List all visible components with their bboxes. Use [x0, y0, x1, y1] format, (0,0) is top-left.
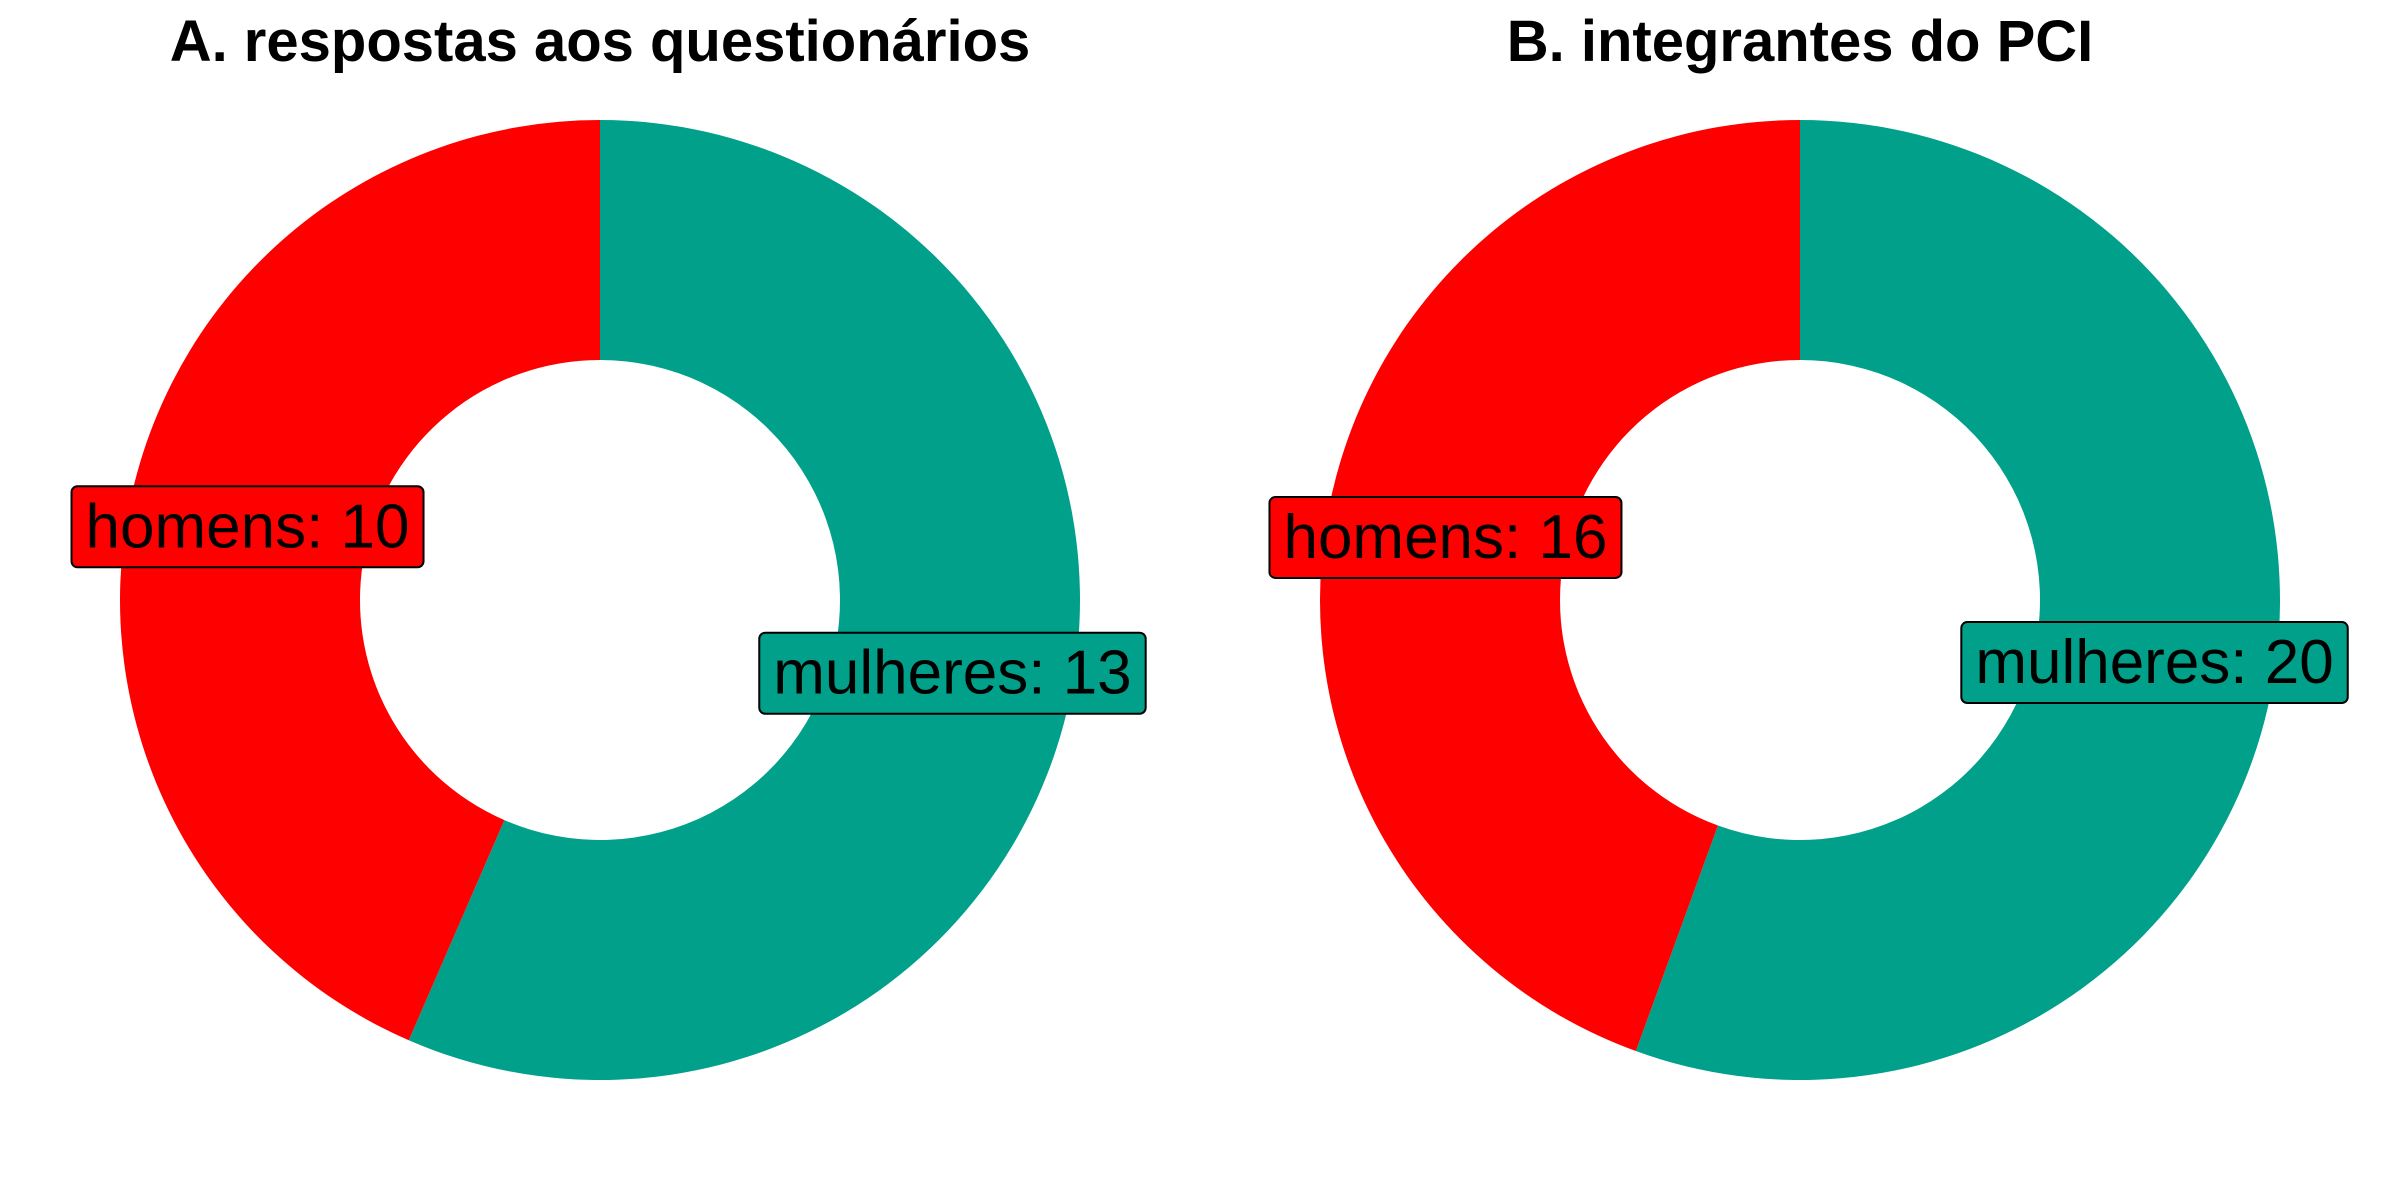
slice-label-text-mulheres: mulheres: 20 — [1975, 628, 2333, 697]
chart-panel-a: A. respostas aos questionários mulheres:… — [70, 9, 1147, 1080]
donut-slice-mulheres — [408, 120, 1080, 1080]
slice-label-box-mulheres — [1960, 621, 2349, 705]
donut-slice-homens — [1319, 120, 1800, 1052]
slice-label-box-homens — [70, 485, 425, 569]
chart-panel-b: B. integrantes do PCI mulheres: 20 homens… — [1200, 0, 2400, 1200]
slice-label-homens: homens: 16 — [1268, 495, 1623, 579]
donut-slice-mulheres — [1635, 120, 2280, 1080]
donut-chart-b: mulheres: 20 homens: 16 — [1268, 120, 2349, 1080]
slice-label-mulheres: mulheres: 13 — [758, 631, 1147, 715]
chart-title-b: B. integrantes do PCI — [1506, 9, 2094, 74]
slice-label-mulheres: mulheres: 20 — [1960, 621, 2349, 705]
donut-slice-homens — [119, 120, 600, 1041]
chart-title-a: A. respostas aos questionários — [169, 9, 1031, 74]
slice-label-text-homens: homens: 10 — [86, 492, 410, 561]
slice-label-text-homens: homens: 16 — [1283, 503, 1607, 572]
slice-label-homens: homens: 10 — [70, 485, 425, 569]
donut-chart-a: mulheres: 13 homens: 10 — [70, 120, 1147, 1080]
slice-label-text-mulheres: mulheres: 13 — [773, 639, 1131, 708]
slice-label-box-mulheres — [758, 631, 1147, 715]
slice-label-box-homens — [1268, 495, 1623, 579]
